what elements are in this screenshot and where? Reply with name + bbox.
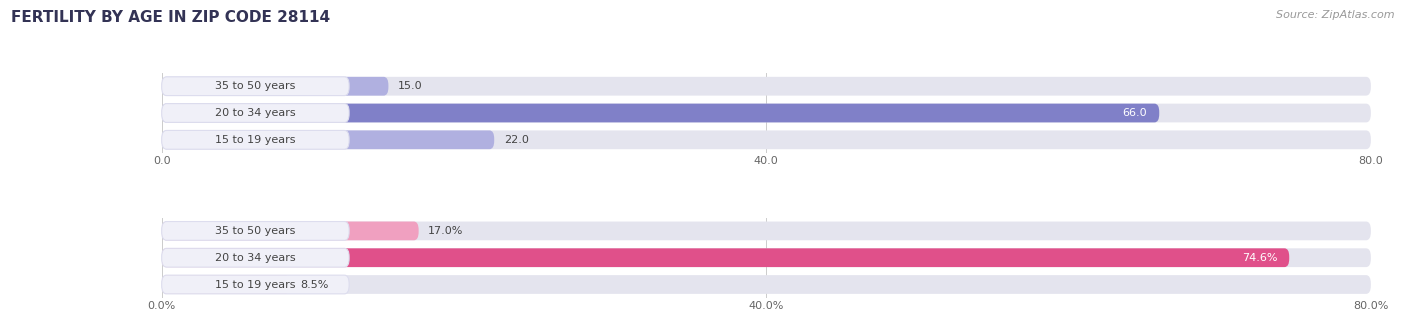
FancyBboxPatch shape [162,104,1371,122]
FancyBboxPatch shape [162,130,495,149]
FancyBboxPatch shape [162,77,388,96]
Text: FERTILITY BY AGE IN ZIP CODE 28114: FERTILITY BY AGE IN ZIP CODE 28114 [11,10,330,25]
Text: 15.0: 15.0 [398,81,423,91]
FancyBboxPatch shape [162,221,1371,240]
Text: Source: ZipAtlas.com: Source: ZipAtlas.com [1277,10,1395,20]
FancyBboxPatch shape [162,221,419,240]
Text: 15 to 19 years: 15 to 19 years [215,279,295,290]
Text: 74.6%: 74.6% [1241,253,1277,263]
Text: 15 to 19 years: 15 to 19 years [215,135,295,145]
Text: 17.0%: 17.0% [429,226,464,236]
FancyBboxPatch shape [162,104,1160,122]
FancyBboxPatch shape [162,248,1289,267]
FancyBboxPatch shape [162,130,349,149]
FancyBboxPatch shape [162,130,1371,149]
Text: 20 to 34 years: 20 to 34 years [215,108,295,118]
FancyBboxPatch shape [162,77,349,96]
FancyBboxPatch shape [162,221,349,240]
Text: 20 to 34 years: 20 to 34 years [215,253,295,263]
Text: 35 to 50 years: 35 to 50 years [215,226,295,236]
FancyBboxPatch shape [162,248,1371,267]
Text: 66.0: 66.0 [1122,108,1147,118]
FancyBboxPatch shape [162,275,349,294]
Text: 22.0: 22.0 [503,135,529,145]
FancyBboxPatch shape [162,77,1371,96]
FancyBboxPatch shape [162,275,1371,294]
Text: 35 to 50 years: 35 to 50 years [215,81,295,91]
Text: 8.5%: 8.5% [299,279,328,290]
FancyBboxPatch shape [162,275,290,294]
FancyBboxPatch shape [162,104,349,122]
FancyBboxPatch shape [162,248,349,267]
